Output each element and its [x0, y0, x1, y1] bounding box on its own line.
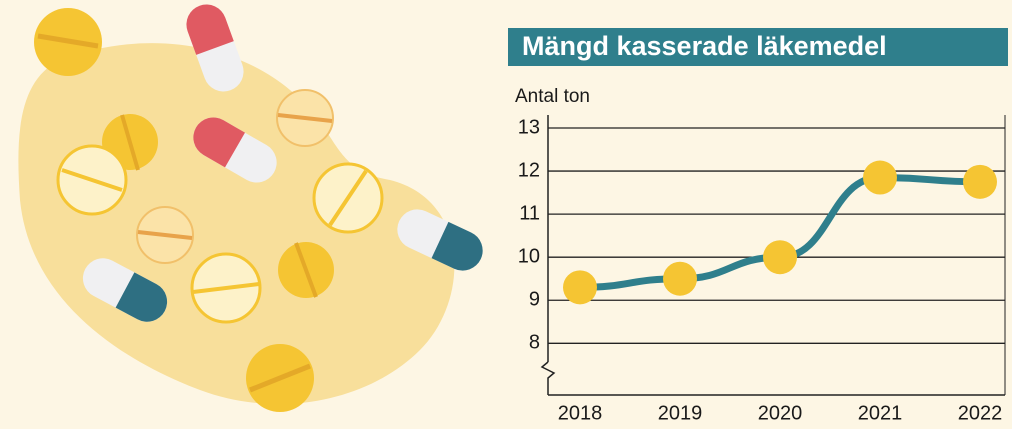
y-tick-label: 9 — [529, 289, 540, 311]
y-tick-label: 11 — [519, 202, 540, 224]
x-tick-label: 2019 — [658, 402, 703, 424]
x-tick-label: 2018 — [558, 402, 603, 424]
y-tick-label: 8 — [529, 332, 540, 354]
x-tick-label: 2021 — [858, 402, 903, 424]
marker — [863, 161, 897, 195]
x-tick-label: 2022 — [958, 402, 1003, 424]
y-axis-label: Antal ton — [515, 86, 590, 107]
marker — [963, 165, 997, 199]
marker — [563, 270, 597, 304]
marker — [663, 262, 697, 296]
x-tick-label: 2020 — [758, 402, 803, 424]
y-tick-label: 10 — [518, 245, 540, 267]
y-tick-label: 12 — [518, 159, 540, 181]
chart: Mängd kasserade läkemedel Antal ton 8 9 10… — [0, 0, 1012, 429]
chart-title: Mängd kasserade läkemedel — [522, 31, 887, 61]
y-tick-label: 13 — [518, 116, 540, 138]
marker — [763, 240, 797, 274]
